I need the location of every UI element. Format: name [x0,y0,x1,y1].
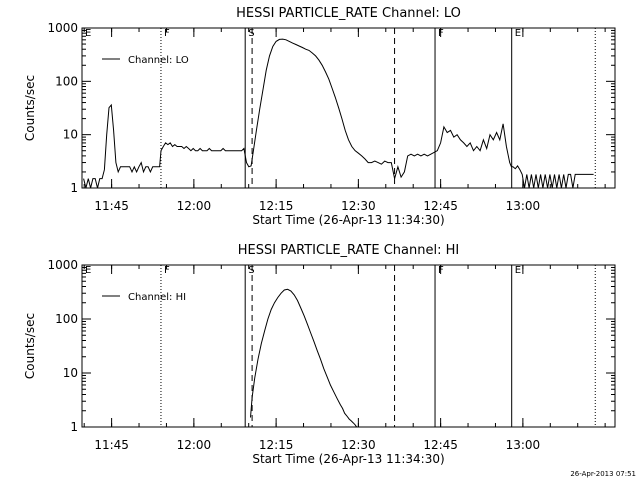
x-tick-label: 12:00 [177,199,212,213]
series-line [83,38,594,189]
y-tick-label: 1 [70,420,78,434]
x-axis-label: Start Time (26-Apr-13 11:34:30) [252,452,444,466]
plot-frame [81,264,616,428]
footer-timestamp: 26-Apr-2013 07:51 [570,470,636,478]
x-tick-label: 11:45 [94,199,129,213]
event-marker-label: F [438,265,444,276]
y-tick-label: 100 [55,312,78,326]
plot-frame [81,27,616,189]
y-tick-label: 1000 [47,21,78,35]
event-marker-label: E [85,265,91,276]
series-line [250,288,358,428]
x-tick-label: 12:15 [259,438,294,452]
x-tick-label: 12:15 [259,199,294,213]
chart-panel-hi: HESSI PARTICLE_RATE Channel: HI 1 10 100 100… [23,243,616,466]
x-tick-label: 13:00 [506,199,541,213]
y-axis-label: Counts/sec [23,75,37,141]
event-marker-label: F [438,28,444,39]
y-axis-label: Counts/sec [23,313,37,379]
legend-label: Channel: LO [128,55,189,66]
y-tick-label: 100 [55,74,78,88]
event-marker-label: S [248,265,254,276]
x-tick-label: 12:00 [177,438,212,452]
y-tick-label: 10 [63,128,78,142]
x-tick-label: 12:45 [423,438,458,452]
event-marker-label: E [85,28,91,39]
chart-title: HESSI PARTICLE_RATE Channel: LO [236,6,461,21]
legend-label: Channel: HI [128,292,186,303]
chart-title: HESSI PARTICLE_RATE Channel: HI [238,243,459,258]
x-tick-label: 12:30 [341,438,376,452]
event-marker-label: E [515,265,521,276]
event-marker-label: F [164,28,170,39]
y-tick-label: 1000 [47,258,78,272]
x-axis-label: Start Time (26-Apr-13 11:34:30) [252,213,444,227]
event-marker-label: F [164,265,170,276]
event-marker-label: S [248,28,254,39]
y-tick-label: 10 [63,366,78,380]
x-tick-label: 12:30 [341,199,376,213]
chart-panel-lo: HESSI PARTICLE_RATE Channel: LO 1 10 100 100… [23,6,616,227]
x-tick-label: 11:45 [94,438,129,452]
x-tick-label: 12:45 [423,199,458,213]
x-tick-label: 13:00 [506,438,541,452]
event-marker-label: E [515,28,521,39]
y-tick-label: 1 [70,181,78,195]
